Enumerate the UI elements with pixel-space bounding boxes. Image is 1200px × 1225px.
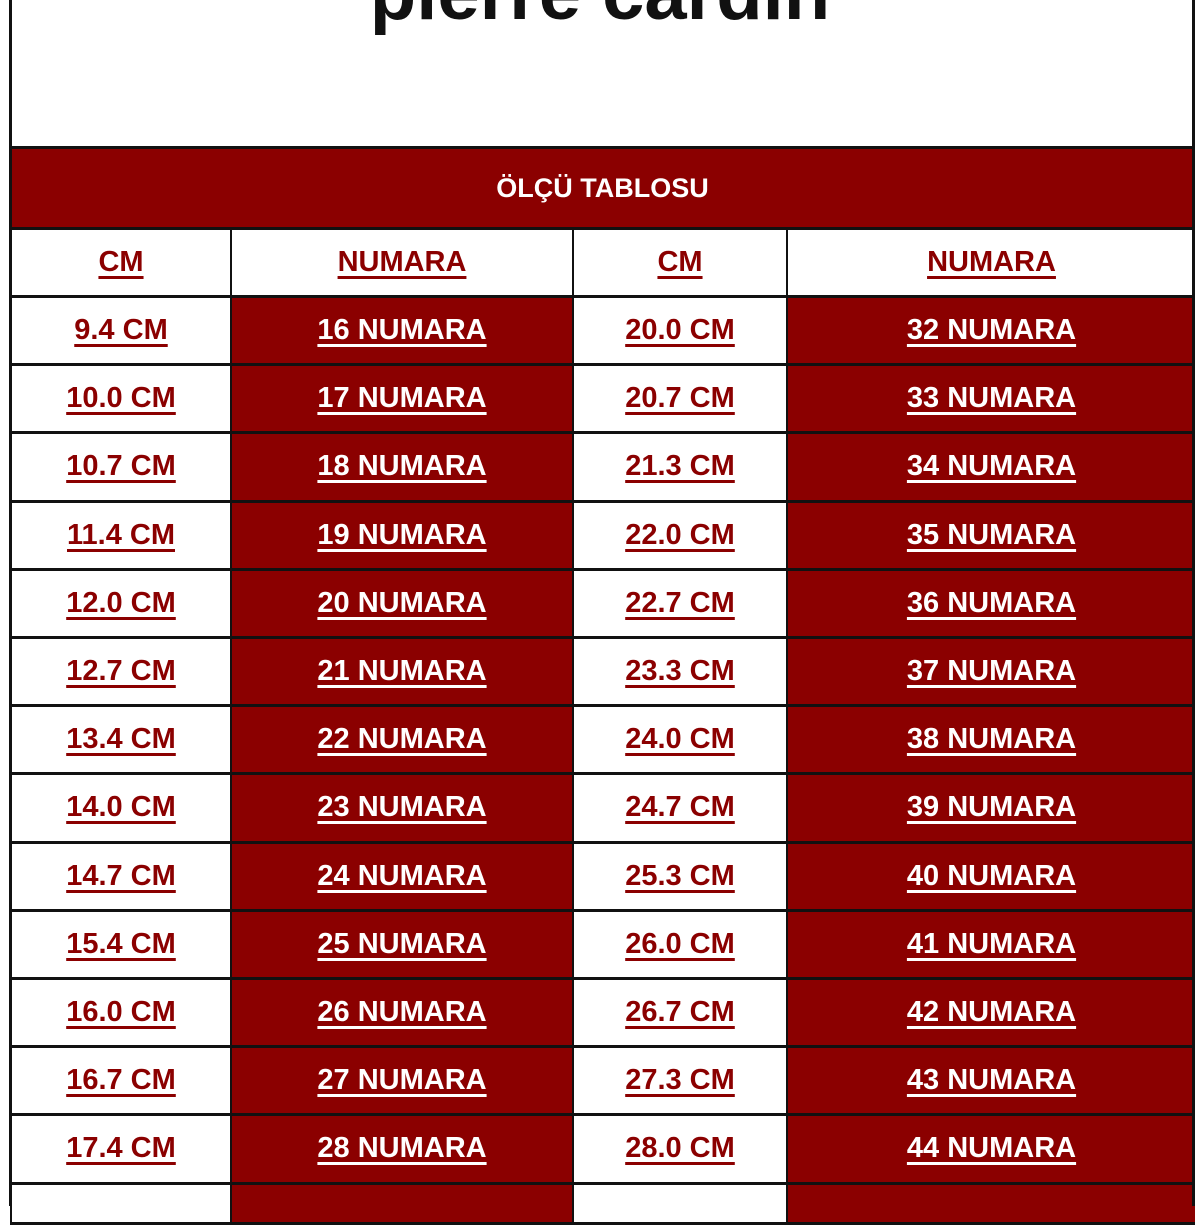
size-number: 28 NUMARA (230, 1116, 572, 1185)
size-cm: 10.7 CM (10, 434, 230, 503)
size-number: 40 NUMARA (786, 843, 1195, 912)
size-cm: 14.0 CM (10, 775, 230, 844)
column-header: CM (572, 230, 786, 298)
size-number: 19 NUMARA (230, 502, 572, 571)
size-cm: 12.0 CM (10, 570, 230, 639)
size-cm: 12.7 CM (10, 639, 230, 708)
size-number: 32 NUMARA (786, 298, 1195, 367)
size-cm: 23.3 CM (572, 639, 786, 708)
column-header: CM (10, 230, 230, 298)
size-cm: 20.0 CM (572, 298, 786, 367)
size-cm: 17.4 CM (10, 1116, 230, 1185)
size-number: 22 NUMARA (230, 707, 572, 776)
size-cm: 10.0 CM (10, 366, 230, 435)
size-number: 33 NUMARA (786, 366, 1195, 435)
size-number: 17 NUMARA (230, 366, 572, 435)
size-number: 34 NUMARA (786, 434, 1195, 503)
size-number: 26 NUMARA (230, 980, 572, 1049)
size-number: 35 NUMARA (786, 502, 1195, 571)
size-number: 21 NUMARA (230, 639, 572, 708)
size-number: 18 NUMARA (230, 434, 572, 503)
size-cm: 26.0 CM (572, 911, 786, 980)
size-cm: 11.4 CM (10, 502, 230, 571)
column-header: NUMARA (230, 230, 572, 298)
size-cm: 24.0 CM (572, 707, 786, 776)
column-header: NUMARA (786, 230, 1195, 298)
size-cm: 16.7 CM (10, 1048, 230, 1117)
size-number: 37 NUMARA (786, 639, 1195, 708)
size-cm: 28.0 CM (572, 1116, 786, 1185)
size-number: 38 NUMARA (786, 707, 1195, 776)
size-number: 24 NUMARA (230, 843, 572, 912)
size-number: 20 NUMARA (230, 570, 572, 639)
size-cm: 27.3 CM (572, 1048, 786, 1117)
size-number: 25 NUMARA (230, 911, 572, 980)
frame (9, 0, 1195, 1206)
size-cm: 20.7 CM (572, 366, 786, 435)
size-number: 39 NUMARA (786, 775, 1195, 844)
size-number: 41 NUMARA (786, 911, 1195, 980)
size-cm: 22.7 CM (572, 570, 786, 639)
size-cm: 13.4 CM (10, 707, 230, 776)
size-cm: 9.4 CM (10, 298, 230, 367)
size-number: 27 NUMARA (230, 1048, 572, 1117)
size-cm: 24.7 CM (572, 775, 786, 844)
size-number: 44 NUMARA (786, 1116, 1195, 1185)
size-cm: 26.7 CM (572, 980, 786, 1049)
size-cm: 22.0 CM (572, 502, 786, 571)
size-number: 42 NUMARA (786, 980, 1195, 1049)
brand-title: pierre cardin (0, 0, 1200, 32)
size-cm: 21.3 CM (572, 434, 786, 503)
size-cm: 16.0 CM (10, 980, 230, 1049)
size-number: 23 NUMARA (230, 775, 572, 844)
size-cm: 25.3 CM (572, 843, 786, 912)
size-number: 16 NUMARA (230, 298, 572, 367)
size-number: 43 NUMARA (786, 1048, 1195, 1117)
size-number: 36 NUMARA (786, 570, 1195, 639)
table-title: ÖLÇÜ TABLOSU (10, 146, 1195, 230)
